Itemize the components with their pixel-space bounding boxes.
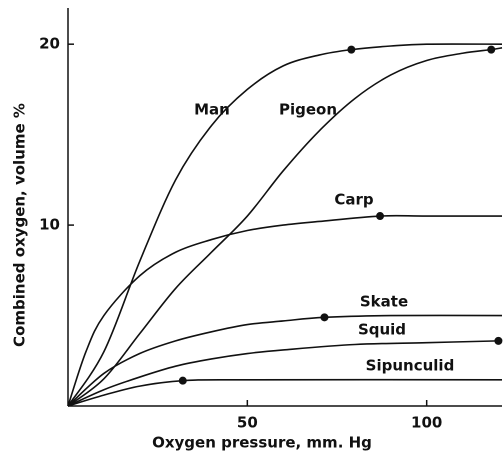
- curve: [67, 378, 503, 407]
- point-marker: [347, 45, 356, 54]
- curve-label: Sipunculid: [366, 357, 455, 375]
- point-marker: [487, 45, 496, 54]
- curve-label: Squid: [358, 321, 406, 339]
- point-marker: [376, 212, 385, 221]
- x-tick-label: 100: [411, 414, 442, 432]
- curve-label: Pigeon: [279, 101, 337, 119]
- x-axis-label: Oxygen pressure, mm. Hg: [152, 434, 372, 452]
- y-axis-label: Combined oxygen, volume %: [11, 103, 29, 347]
- curve: [67, 314, 503, 407]
- curve-label: Man: [194, 101, 230, 119]
- y-tick-label: 20: [39, 35, 60, 53]
- y-tick-label: 10: [39, 216, 60, 234]
- curve-label: Skate: [360, 293, 408, 311]
- point-marker: [320, 313, 329, 322]
- curve-label: Carp: [334, 191, 374, 209]
- point-marker: [178, 376, 187, 385]
- point-marker: [494, 336, 503, 345]
- x-tick-label: 50: [237, 414, 258, 432]
- curve: [67, 47, 503, 407]
- curve: [67, 340, 499, 407]
- curve: [67, 214, 502, 407]
